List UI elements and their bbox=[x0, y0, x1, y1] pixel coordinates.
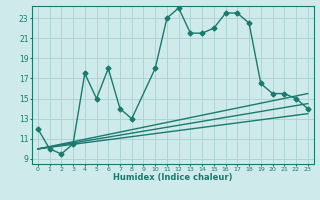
X-axis label: Humidex (Indice chaleur): Humidex (Indice chaleur) bbox=[113, 173, 233, 182]
